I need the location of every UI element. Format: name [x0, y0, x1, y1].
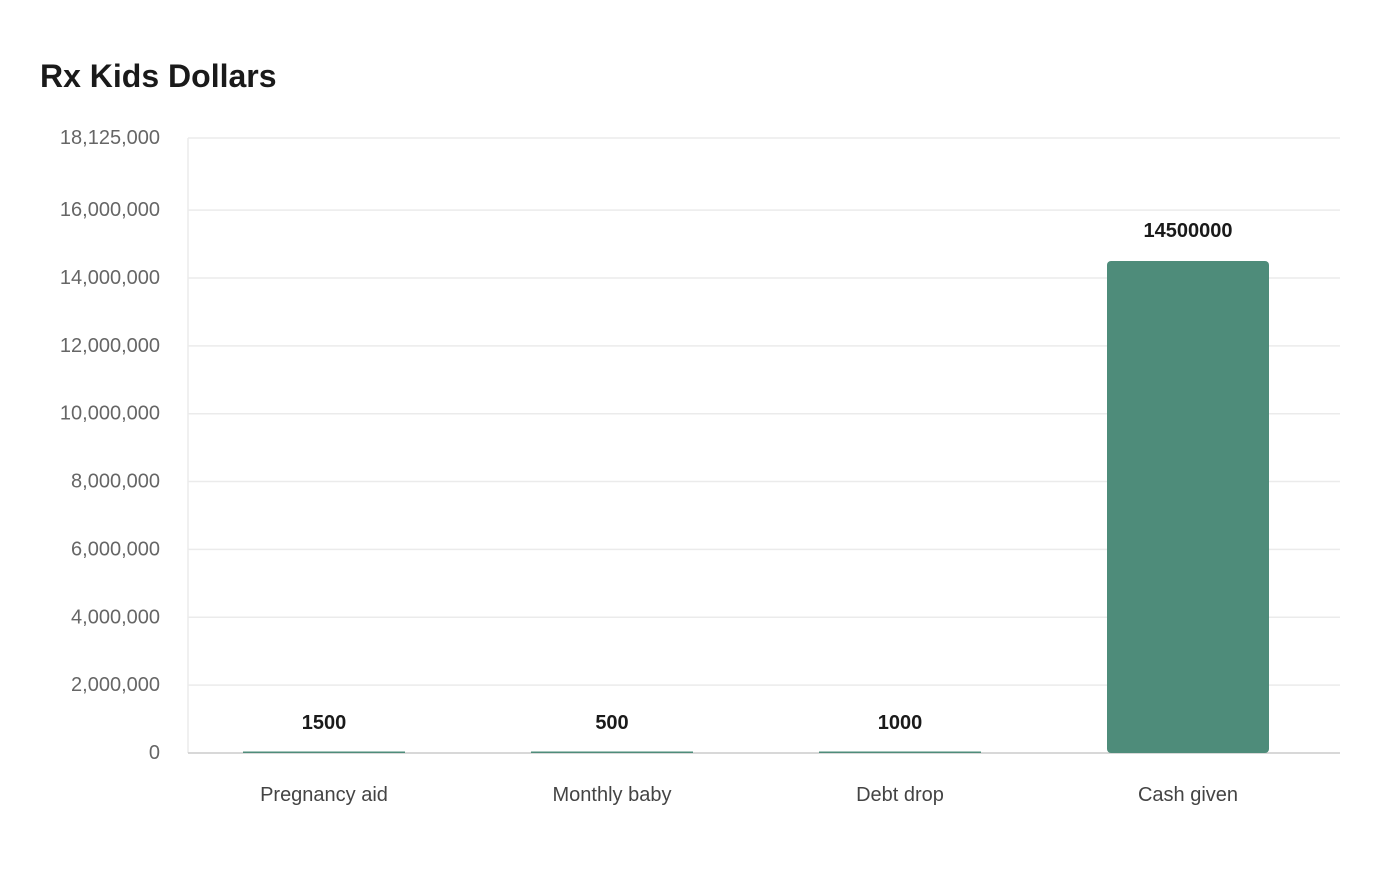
- y-tick-label: 4,000,000: [71, 606, 160, 628]
- bars: [243, 261, 1269, 753]
- x-category-label: Debt drop: [856, 784, 944, 806]
- bar-value-label: 500: [595, 712, 628, 734]
- y-tick-label: 2,000,000: [71, 674, 160, 696]
- bar-cash-given: [1107, 261, 1269, 753]
- y-tick-label: 18,125,000: [60, 127, 160, 149]
- y-tick-label: 8,000,000: [71, 471, 160, 493]
- value-labels: 1500 500 1000 14500000: [302, 220, 1233, 734]
- x-category-label: Cash given: [1138, 784, 1238, 806]
- x-category-label: Pregnancy aid: [260, 784, 388, 806]
- bar-debt-drop: [819, 751, 981, 753]
- bar-monthly-baby: [531, 751, 693, 753]
- bar-value-label: 14500000: [1144, 220, 1233, 242]
- y-tick-label: 16,000,000: [60, 199, 160, 221]
- chart-title: Rx Kids Dollars: [40, 58, 277, 94]
- category-labels: Pregnancy aid Monthly baby Debt drop Cash g…: [260, 784, 1238, 806]
- y-tick-labels: 0 2,000,000 4,000,000 6,000,000 8,000,000 10,…: [60, 127, 160, 764]
- y-tick-label: 10,000,000: [60, 403, 160, 425]
- bar-value-label: 1500: [302, 712, 347, 734]
- y-tick-label: 0: [149, 742, 160, 764]
- y-tick-label: 6,000,000: [71, 538, 160, 560]
- bar-pregnancy-aid: [243, 751, 405, 753]
- x-category-label: Monthly baby: [553, 784, 672, 806]
- y-tick-label: 12,000,000: [60, 335, 160, 357]
- y-tick-label: 14,000,000: [60, 267, 160, 289]
- bar-value-label: 1000: [878, 712, 923, 734]
